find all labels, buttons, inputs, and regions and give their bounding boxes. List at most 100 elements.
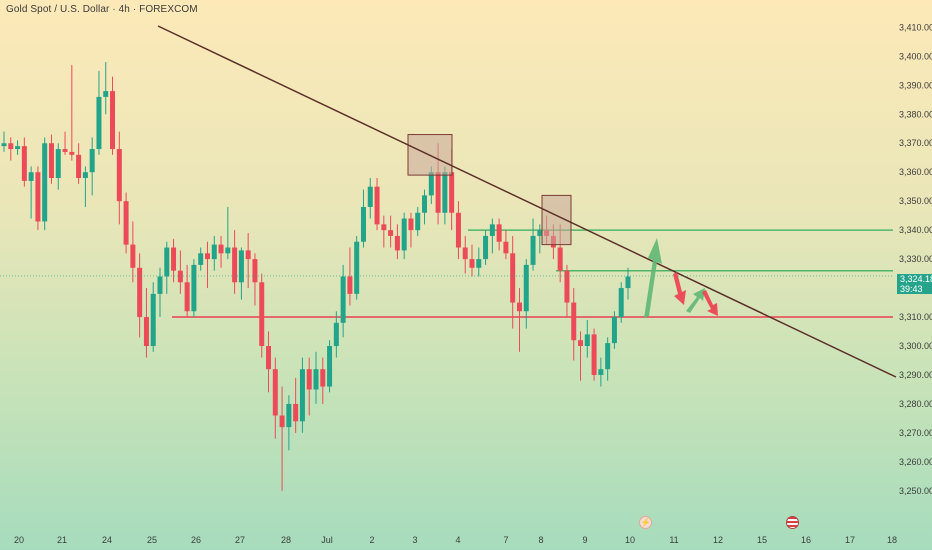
- candle-body[interactable]: [171, 247, 177, 271]
- forecast-arrow-up[interactable]: [686, 288, 705, 313]
- candle-body[interactable]: [564, 270, 570, 303]
- candle-body[interactable]: [198, 253, 204, 265]
- candle-body[interactable]: [510, 253, 516, 303]
- candle-body[interactable]: [415, 212, 421, 231]
- candle-body[interactable]: [15, 146, 21, 150]
- us-flag-event-icon[interactable]: [786, 516, 799, 529]
- candle-body[interactable]: [408, 218, 414, 231]
- candle-body[interactable]: [489, 224, 495, 236]
- candle-body[interactable]: [21, 146, 27, 181]
- candle-body[interactable]: [157, 276, 163, 294]
- candle-body[interactable]: [272, 369, 278, 416]
- candle-body[interactable]: [204, 253, 210, 260]
- candle-body[interactable]: [69, 151, 75, 155]
- candle-body[interactable]: [62, 149, 68, 152]
- candle-body[interactable]: [313, 369, 319, 390]
- candle-body[interactable]: [360, 206, 366, 242]
- lightning-event-icon[interactable]: ⚡: [639, 516, 652, 529]
- candle-body[interactable]: [537, 230, 543, 236]
- candle-body[interactable]: [578, 340, 584, 346]
- candle-body[interactable]: [503, 241, 509, 254]
- candle-body[interactable]: [428, 172, 434, 196]
- candle-body[interactable]: [340, 276, 346, 323]
- candle-body[interactable]: [598, 369, 604, 375]
- candle-body[interactable]: [442, 172, 448, 213]
- candle-body[interactable]: [245, 250, 251, 260]
- candle-body[interactable]: [28, 172, 34, 181]
- current-price-label[interactable]: 3,324.18 39:43: [897, 274, 932, 294]
- candle-body[interactable]: [354, 241, 360, 294]
- candle-body[interactable]: [299, 369, 305, 422]
- candle-body[interactable]: [625, 276, 631, 289]
- candle-body[interactable]: [238, 250, 244, 283]
- candle-body[interactable]: [184, 282, 190, 312]
- candle-body[interactable]: [110, 91, 116, 150]
- candle-body[interactable]: [523, 264, 529, 312]
- candle-body[interactable]: [557, 247, 563, 271]
- candle-body[interactable]: [476, 259, 482, 268]
- candle-body[interactable]: [266, 346, 272, 370]
- candle-body[interactable]: [286, 403, 292, 428]
- candle-body[interactable]: [516, 302, 522, 312]
- descending-trendline[interactable]: [157, 25, 897, 378]
- candle-body[interactable]: [483, 235, 489, 260]
- forecast-arrow-up[interactable]: [644, 238, 662, 318]
- candle-body[interactable]: [611, 317, 617, 344]
- candle-body[interactable]: [55, 149, 61, 178]
- candle-body[interactable]: [259, 282, 265, 346]
- candle-body[interactable]: [164, 247, 170, 277]
- candle-body[interactable]: [618, 288, 624, 318]
- candle-body[interactable]: [177, 270, 183, 283]
- candle-body[interactable]: [35, 172, 41, 222]
- candle-body[interactable]: [103, 91, 109, 97]
- candle-body[interactable]: [279, 415, 285, 428]
- candle-body[interactable]: [48, 143, 54, 178]
- candle-body[interactable]: [89, 149, 95, 173]
- candle-body[interactable]: [82, 172, 88, 178]
- candle-body[interactable]: [143, 317, 149, 346]
- candle-body[interactable]: [1, 143, 7, 147]
- candle-body[interactable]: [232, 247, 238, 283]
- candle-body[interactable]: [96, 96, 102, 150]
- candle-body[interactable]: [449, 172, 455, 213]
- candle-body[interactable]: [435, 172, 441, 213]
- candle-body[interactable]: [123, 201, 129, 245]
- candle-body[interactable]: [469, 259, 475, 268]
- candle-body[interactable]: [130, 244, 136, 268]
- forecast-arrow-down[interactable]: [673, 272, 686, 305]
- candle-body[interactable]: [455, 212, 461, 248]
- candle-body[interactable]: [42, 143, 48, 222]
- candle-body[interactable]: [530, 235, 536, 265]
- forecast-arrow-down[interactable]: [702, 290, 718, 316]
- candle-body[interactable]: [211, 244, 217, 260]
- candle-body[interactable]: [462, 247, 468, 260]
- candle-body[interactable]: [8, 143, 14, 150]
- candle-body[interactable]: [388, 230, 394, 236]
- candle-body[interactable]: [401, 218, 407, 251]
- candle-body[interactable]: [571, 302, 577, 341]
- candle-body[interactable]: [367, 186, 373, 207]
- candle-body[interactable]: [116, 149, 122, 202]
- candle-body[interactable]: [252, 259, 258, 283]
- candle-body[interactable]: [591, 334, 597, 375]
- candle-body[interactable]: [374, 186, 380, 225]
- candle-body[interactable]: [496, 224, 502, 242]
- candle-body[interactable]: [191, 264, 197, 312]
- candle-body[interactable]: [381, 224, 387, 231]
- candle-body[interactable]: [306, 369, 312, 390]
- candle-body[interactable]: [150, 293, 156, 346]
- candle-body[interactable]: [605, 343, 611, 370]
- candle-body[interactable]: [422, 195, 428, 213]
- candle-body[interactable]: [218, 244, 224, 254]
- candle-body[interactable]: [320, 369, 326, 387]
- candle-body[interactable]: [225, 247, 231, 254]
- candle-body[interactable]: [333, 322, 339, 346]
- candle-body[interactable]: [584, 334, 590, 346]
- candle-body[interactable]: [347, 276, 353, 294]
- candle-body[interactable]: [137, 267, 143, 318]
- candle-body[interactable]: [327, 346, 333, 387]
- candle-body[interactable]: [293, 403, 299, 422]
- candle-body[interactable]: [76, 154, 82, 178]
